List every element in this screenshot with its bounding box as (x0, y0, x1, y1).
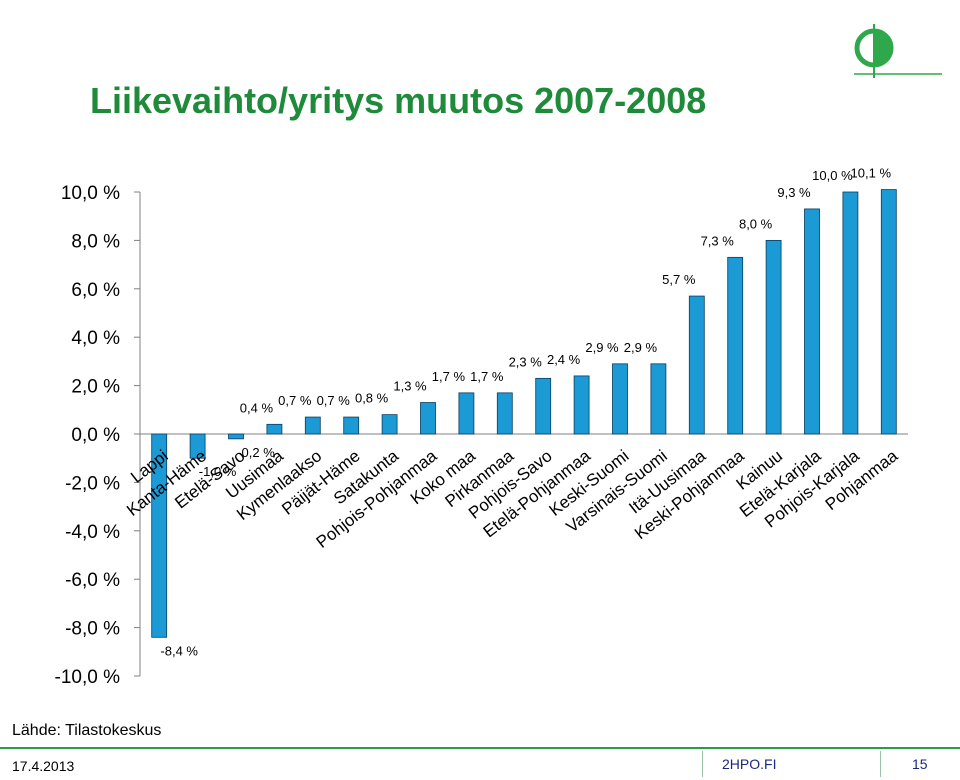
bar-17 (765, 239, 782, 435)
y-tick-label: 10,0 % (61, 183, 120, 204)
bar-11 (535, 377, 552, 435)
bar-7 (381, 414, 398, 435)
y-tick-label: -8,0 % (65, 619, 120, 640)
bar-14 (650, 363, 667, 435)
data-labels: -8,4 % -1,0 %-0,2 % 0,4 % 0,7 % 0,7 % 0,8 % 1,… (160, 166, 891, 659)
data-label-20: 10,1 % (851, 166, 892, 181)
bar-10 (496, 392, 513, 435)
data-label-3: -0,2 % (237, 445, 275, 460)
category-labels: LappiKanta-HämeEtelä-SavoUusimaaKymenlaa… (123, 446, 902, 552)
bar-3 (228, 433, 244, 440)
footer-site: 2HPO.FI (722, 756, 777, 772)
bar-18 (804, 208, 820, 435)
y-tick-label: 2,0 % (71, 377, 120, 398)
bar-15 (688, 295, 705, 435)
bar-19 (842, 191, 859, 435)
data-label-16: 7,3 % (701, 233, 735, 248)
bar-12 (573, 375, 590, 435)
bar-6 (343, 416, 360, 435)
footer-date: 17.4.2013 (12, 758, 75, 774)
data-label-10: 1,7 % (470, 369, 504, 384)
data-label-4: 0,4 % (240, 400, 274, 415)
data-label-15: 5,7 % (662, 272, 696, 287)
bar-13 (612, 363, 628, 435)
data-label-18: 9,3 % (777, 185, 811, 200)
bar-chart: 10,0 % 8,0 % 6,0 % 4,0 % 2,0 % 0,0 % -2,0 % -4,… (55, 166, 908, 688)
data-label-1: -8,4 % (160, 643, 198, 658)
slide-title: Liikevaihto/yritys muutos 2007-2008 (90, 80, 707, 121)
data-label-17: 8,0 % (739, 216, 773, 231)
y-tick-label: -4,0 % (65, 522, 120, 543)
data-label-11: 2,3 % (509, 354, 543, 369)
y-tick-label: 6,0 % (71, 280, 120, 301)
bar-4 (266, 423, 283, 435)
y-tick-label: 4,0 % (71, 328, 120, 349)
y-tick-label: -6,0 % (65, 570, 120, 591)
y-tick-label: 0,0 % (71, 425, 120, 446)
y-tick-label: -10,0 % (55, 667, 121, 688)
data-label-19: 10,0 % (812, 168, 853, 183)
footer-page-number: 15 (912, 756, 928, 772)
bar-2 (189, 433, 206, 459)
2hpo-logo-icon (854, 24, 942, 78)
data-label-13: 2,9 % (585, 340, 619, 355)
bar-9 (458, 392, 475, 435)
bar-5 (304, 416, 321, 435)
y-axis: 10,0 % 8,0 % 6,0 % 4,0 % 2,0 % 0,0 % -2,0 % -4,… (55, 183, 908, 688)
bar-1 (151, 433, 168, 638)
data-label-12: 2,4 % (547, 352, 581, 367)
data-label-14: 2,9 % (624, 340, 658, 355)
bar-16 (727, 256, 744, 435)
data-label-8: 1,3 % (393, 379, 427, 394)
y-tick-label: 8,0 % (71, 231, 120, 252)
data-label-2: -1,0 % (199, 464, 237, 479)
data-label-5: 0,7 % (278, 393, 312, 408)
bar-20 (880, 189, 897, 435)
y-tick-label: -2,0 % (65, 473, 120, 494)
footer-separator (702, 751, 703, 777)
data-label-7: 0,8 % (355, 391, 389, 406)
source-note: Lähde: Tilastokeskus (12, 722, 162, 739)
footer: 17.4.2013 2HPO.FI 15 (0, 745, 960, 780)
footer-divider (0, 747, 960, 749)
data-label-6: 0,7 % (317, 393, 351, 408)
footer-separator (880, 751, 881, 777)
bar-8 (420, 402, 436, 435)
bars (151, 189, 897, 638)
data-label-9: 1,7 % (432, 369, 466, 384)
